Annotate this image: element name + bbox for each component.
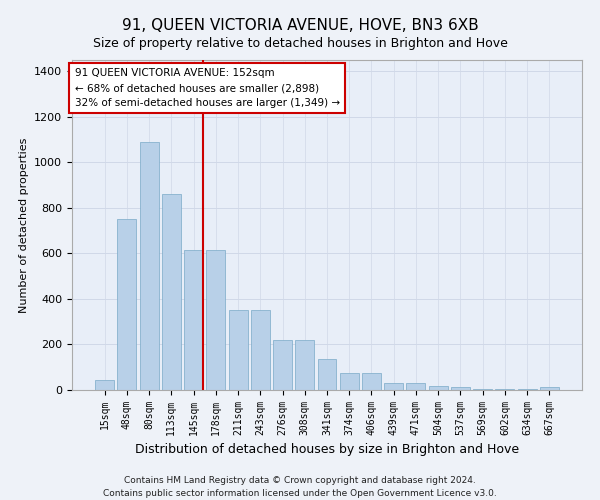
Bar (118, 220, 136, 390)
Bar (429, 386, 448, 390)
Bar (95, 380, 114, 390)
Text: 91 QUEEN VICTORIA AVENUE: 152sqm
← 68% of detached houses are smaller (2,898)
32: 91 QUEEN VICTORIA AVENUE: 152sqm ← 68% o… (74, 68, 340, 108)
Bar (496, 389, 514, 390)
Bar (473, 389, 492, 390)
Text: Size of property relative to detached houses in Brighton and Hove: Size of property relative to detached ho… (92, 38, 508, 51)
Text: 91, QUEEN VICTORIA AVENUE, HOVE, BN3 6XB: 91, QUEEN VICTORIA AVENUE, HOVE, BN3 6XB (122, 18, 478, 32)
Bar (229, 310, 248, 390)
X-axis label: Distribution of detached houses by size in Brighton and Hove: Distribution of detached houses by size … (135, 444, 519, 456)
Bar (206, 250, 225, 390)
Bar (162, 194, 181, 390)
Bar (251, 310, 270, 390)
Bar (340, 373, 359, 390)
Bar (518, 389, 536, 390)
Bar (184, 250, 203, 390)
Y-axis label: Number of detached properties: Number of detached properties (19, 138, 29, 312)
Bar (273, 340, 292, 390)
Bar (451, 386, 470, 390)
Bar (384, 383, 403, 390)
Bar (362, 373, 381, 390)
Bar (295, 340, 314, 390)
Bar (140, 142, 158, 390)
Bar (540, 388, 559, 390)
Text: Contains HM Land Registry data © Crown copyright and database right 2024.
Contai: Contains HM Land Registry data © Crown c… (103, 476, 497, 498)
Bar (317, 360, 337, 390)
Bar (406, 383, 425, 390)
